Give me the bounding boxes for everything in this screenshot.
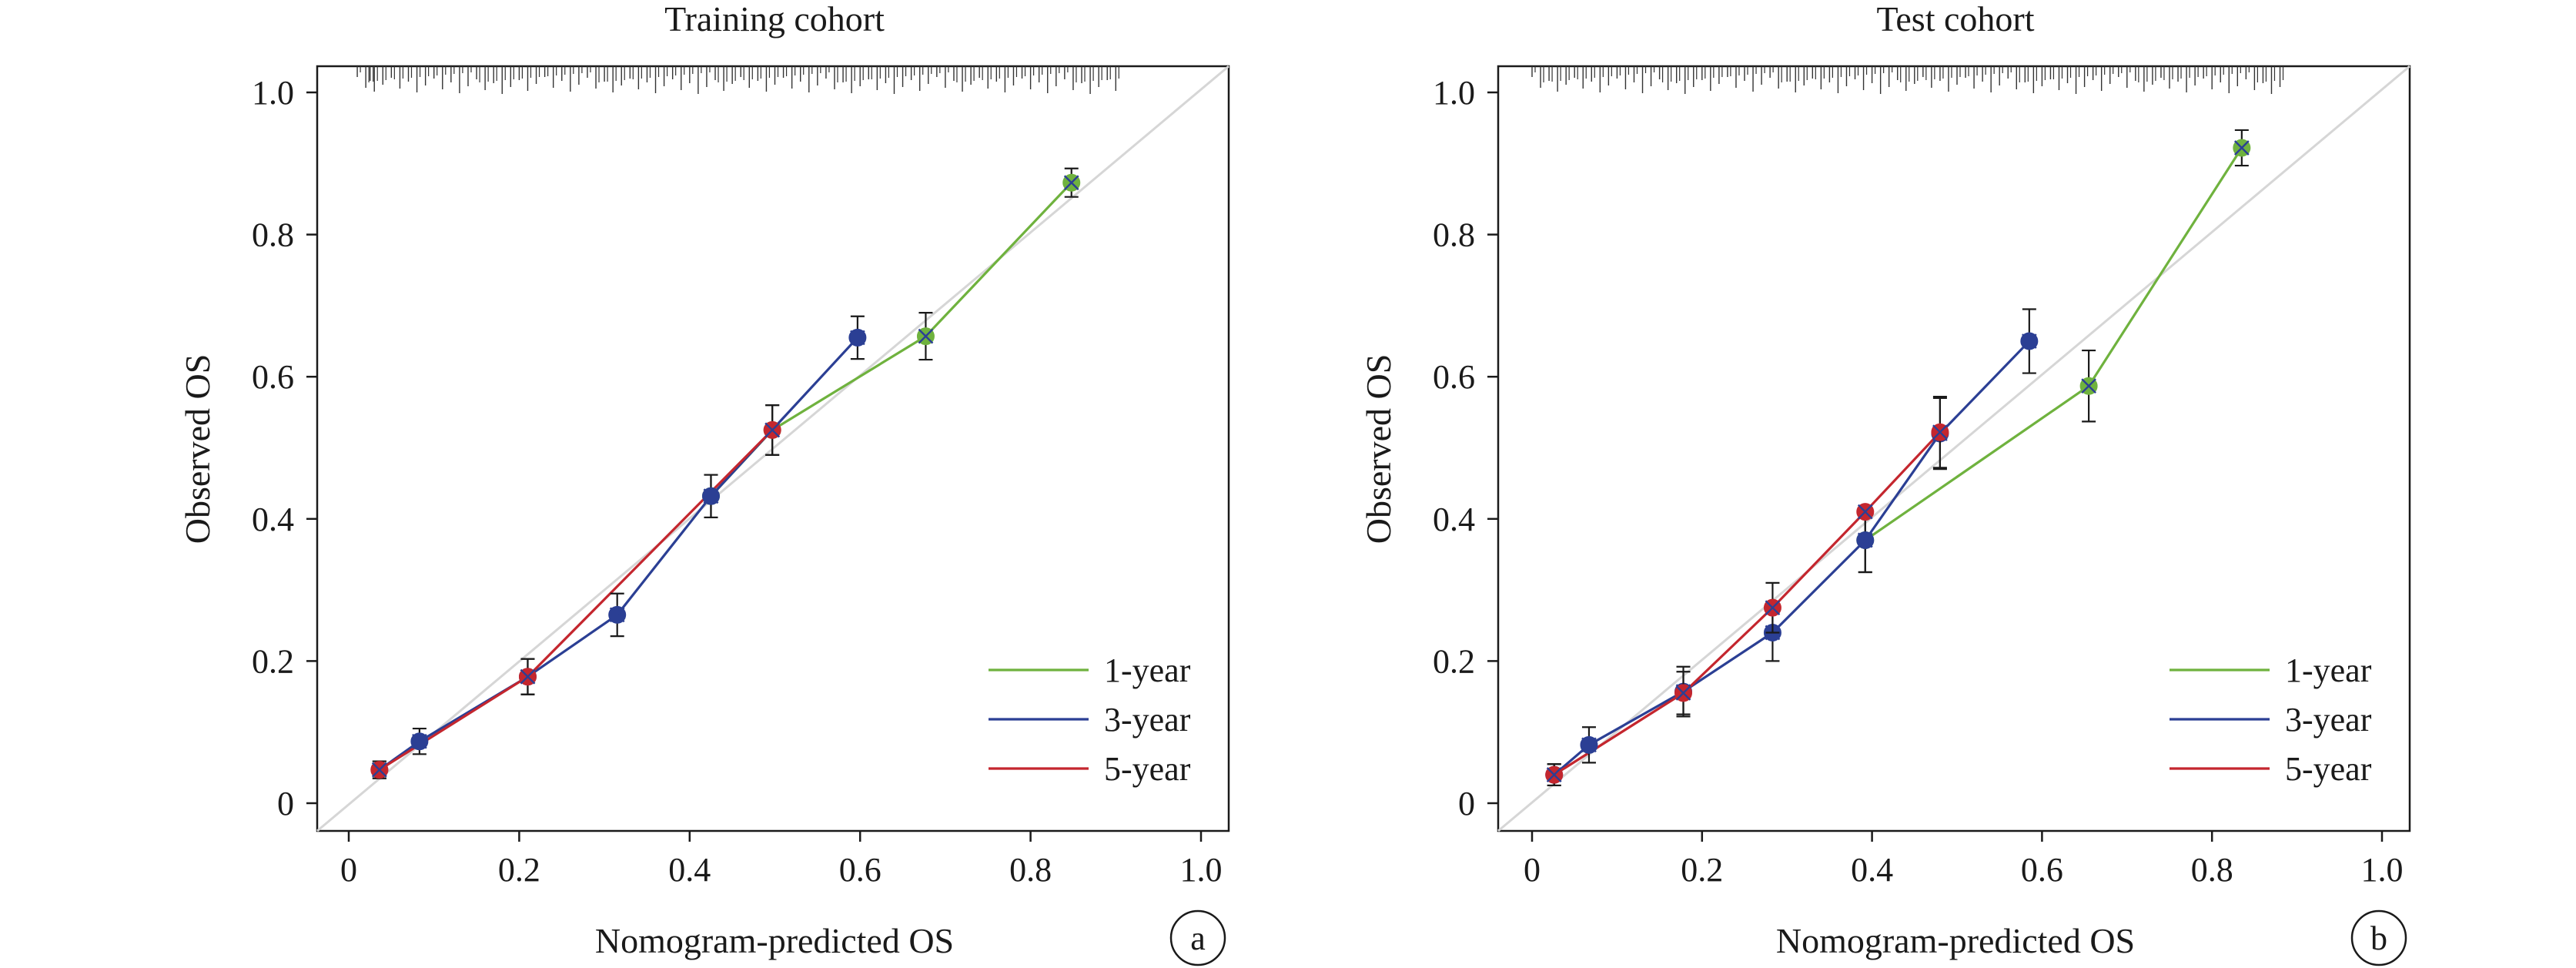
x-tick-label: 1.0 [2361, 851, 2404, 889]
y-tick-label: 0 [277, 785, 294, 822]
legend: 1-year 3-year 5-year [2170, 651, 2372, 788]
x-axis-label: Nomogram-predicted OS [595, 921, 954, 960]
y-tick-label: 0.6 [252, 358, 294, 396]
series-line-5-year [379, 429, 774, 771]
data-point-cross [1857, 532, 1873, 548]
y-tick-label: 0.4 [252, 501, 294, 538]
data-point-cross [850, 330, 865, 346]
x-tick-label: 1.0 [1180, 851, 1223, 889]
x-axis-label: Nomogram-predicted OS [1776, 921, 2135, 960]
training-cohort-panel: Training cohort Observed OS Nomogram-pre… [178, 0, 1230, 966]
reference-diagonal-line [1497, 65, 2410, 832]
x-tick-label: 0.6 [2021, 851, 2063, 889]
y-tick-label: 1.0 [1433, 74, 1475, 112]
data-point-cross [1546, 767, 1562, 782]
data-point-cross [1675, 685, 1691, 701]
panel-label-a: a [1169, 909, 1226, 966]
legend-label: 5-year [1104, 750, 1191, 788]
series-line-1-year [710, 182, 1072, 497]
legend-label: 1-year [1104, 651, 1191, 689]
data-point-cross [520, 668, 536, 685]
data-point-cross [372, 762, 387, 778]
y-axis-label: Observed OS [178, 354, 217, 544]
data-point-cross [412, 733, 427, 749]
panel-label-b: b [2350, 909, 2407, 966]
series-line-3-year [378, 337, 859, 771]
legend: 1-year 3-year 5-year [989, 651, 1191, 788]
y-tick-label: 0.8 [252, 216, 294, 254]
x-tick-label: 0.4 [668, 851, 711, 889]
legend-label: 5-year [2285, 750, 2372, 788]
data-point-cross [1581, 737, 1597, 753]
plot-frame [316, 65, 1230, 832]
test-cohort-panel: Test cohort Observed OS Nomogram-predict… [1359, 0, 2411, 966]
series-line-3-year [1553, 340, 2030, 776]
y-tick-label: 0.8 [1433, 216, 1475, 254]
y-tick-label: 1.0 [252, 74, 294, 112]
chart-title: Test cohort [1876, 0, 2034, 39]
data-point-cross [918, 328, 934, 344]
data-point-cross [2081, 378, 2096, 394]
data-point-cross [703, 488, 719, 504]
data-point-cross [609, 607, 625, 623]
y-tick-label: 0.4 [1433, 501, 1475, 538]
x-tick-label: 0.2 [1681, 851, 1723, 889]
data-point-cross [1857, 504, 1873, 520]
data-point-cross [1063, 175, 1079, 191]
x-tick-label: 0.8 [1009, 851, 1052, 889]
y-axis-label: Observed OS [1359, 354, 1398, 544]
data-point-cross [2233, 140, 2250, 156]
series-line-5-year [1553, 431, 1942, 776]
y-tick-label: 0.2 [252, 642, 294, 680]
legend-label: 3-year [2285, 701, 2372, 739]
data-point-cross [2021, 333, 2037, 349]
y-tick-label: 0 [1458, 785, 1475, 822]
panel-label-circle [1169, 909, 1226, 966]
x-tick-label: 0 [1524, 851, 1541, 889]
y-tick-label: 0.2 [1433, 642, 1475, 680]
data-point-cross [1932, 424, 1948, 440]
y-tick-label: 0.6 [1433, 358, 1475, 396]
data-point-cross [1765, 600, 1781, 616]
panel-label-circle [2350, 909, 2407, 966]
series-line-1-year [1864, 147, 2243, 541]
x-tick-label: 0.6 [839, 851, 882, 889]
legend-label: 1-year [2285, 651, 2372, 689]
x-tick-label: 0.8 [2191, 851, 2233, 889]
x-tick-label: 0 [340, 851, 357, 889]
plot-frame [1497, 65, 2411, 832]
x-tick-label: 0.2 [498, 851, 540, 889]
panel-label-text: a [1190, 919, 1206, 957]
panel-label-text: b [2370, 919, 2387, 957]
data-point-cross [764, 422, 781, 438]
x-tick-label: 0.4 [1851, 851, 1893, 889]
legend-label: 3-year [1104, 701, 1191, 739]
chart-title: Training cohort [664, 0, 885, 39]
